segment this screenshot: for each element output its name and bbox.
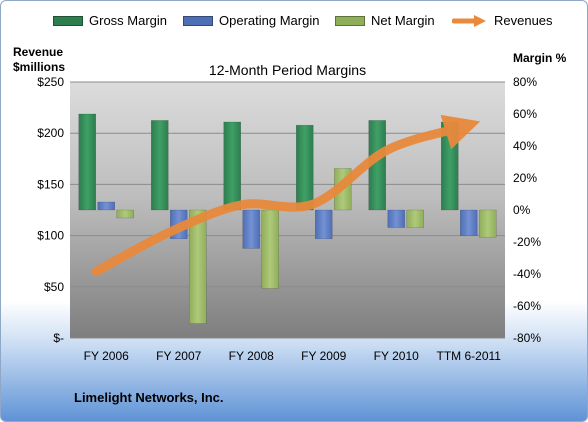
left-axis-title-line-1: Revenue — [13, 45, 64, 59]
legend-label-operating-margin: Operating Margin — [219, 13, 320, 28]
left-axis-tick-label: $- — [53, 331, 64, 345]
right-axis-tick-label: -20% — [513, 235, 541, 249]
operating-margin-bar — [460, 209, 478, 236]
right-axis-tick-label: 40% — [513, 139, 537, 153]
right-axis-tick-label: 60% — [513, 107, 537, 121]
net-margin-bar — [116, 209, 134, 219]
legend-label-gross-margin: Gross Margin — [89, 13, 168, 28]
legend-item-operating-margin: Operating Margin — [183, 13, 319, 28]
x-axis-tick-label: TTM 6-2011 — [437, 349, 502, 363]
chart-canvas: $- $50 $100 $150 $200 $250 -80% -60% -40% -20% 0% 2… — [37, 62, 541, 363]
right-axis-tick-label: -40% — [513, 267, 541, 281]
gross-margin-bar — [151, 120, 169, 211]
right-axis-tick-label: 80% — [513, 75, 537, 89]
chart-title: 12-Month Period Margins — [209, 62, 366, 78]
company-name: Limelight Networks, Inc. — [74, 390, 224, 405]
net-margin-bar — [189, 209, 207, 324]
x-axis-tick-label: FY 2010 — [374, 349, 419, 363]
x-axis-tick-label: FY 2008 — [229, 349, 274, 363]
left-axis-tick-label: $150 — [37, 177, 64, 191]
operating-margin-bar — [242, 209, 260, 249]
right-axis-tick-label: -80% — [513, 331, 541, 345]
left-axis-tick-label: $100 — [37, 229, 64, 243]
operating-margin-bar — [387, 209, 405, 228]
chart-legend: Gross Margin Operating Margin Net Margin… — [1, 13, 587, 33]
operating-margin-bar — [315, 209, 333, 240]
legend-swatch-operating-margin — [183, 15, 213, 26]
legend-item-gross-margin: Gross Margin — [53, 13, 167, 28]
left-axis-title-line-2: $millions — [13, 60, 66, 74]
left-axis-tick-label: $50 — [44, 280, 64, 294]
net-margin-bar — [406, 209, 424, 228]
right-axis-tick-label: 0% — [513, 203, 531, 217]
operating-margin-bar — [97, 201, 115, 211]
gross-margin-bar — [223, 121, 241, 211]
legend-swatch-net-margin — [335, 15, 365, 26]
legend-swatch-gross-margin — [53, 15, 83, 26]
left-axis-title: Revenue $millions — [13, 45, 65, 75]
right-axis-tick-label: 20% — [513, 171, 537, 185]
net-margin-bar — [261, 209, 279, 289]
left-axis-tick-label: $250 — [37, 75, 64, 89]
right-axis-tick-label: -60% — [513, 299, 541, 313]
arrow-icon — [452, 14, 486, 27]
x-axis-tick-label: FY 2007 — [156, 349, 201, 363]
legend-item-revenues: Revenues — [452, 13, 553, 28]
gross-margin-bar — [296, 124, 314, 211]
right-axis-title: Margin % — [513, 51, 567, 65]
gross-margin-bar — [78, 113, 96, 211]
net-margin-bar — [479, 209, 497, 238]
legend-item-net-margin: Net Margin — [335, 13, 435, 28]
revenues-line — [91, 114, 481, 276]
legend-label-net-margin: Net Margin — [371, 13, 435, 28]
x-axis-tick-label: FY 2006 — [84, 349, 129, 363]
x-axis-tick-label: FY 2009 — [301, 349, 346, 363]
legend-label-revenues: Revenues — [494, 13, 553, 28]
left-axis-tick-label: $200 — [37, 126, 64, 140]
